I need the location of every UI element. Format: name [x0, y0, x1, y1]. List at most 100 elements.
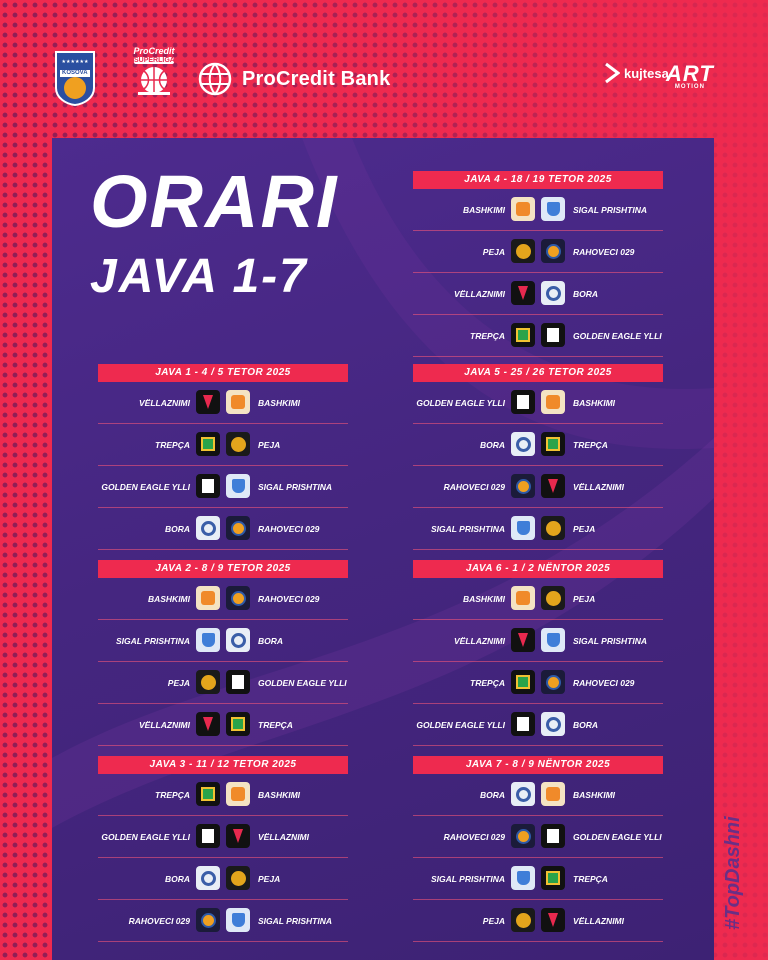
away-team-logo-icon — [541, 670, 565, 694]
away-team: BORA — [573, 288, 599, 299]
home-team-logo-icon — [196, 908, 220, 932]
away-team-logo-icon — [226, 908, 250, 932]
week-header: JAVA 4 - 18 / 19 TETOR 2025 — [413, 171, 663, 189]
match-row: RAHOVECI 029 GOLDEN EAGLE YLLI — [413, 816, 663, 858]
match-row: TREPÇA GOLDEN EAGLE YLLI — [413, 315, 663, 357]
home-team-logo-icon — [511, 516, 535, 540]
home-team: GOLDEN EAGLE YLLI — [416, 719, 505, 730]
away-team-logo-icon — [226, 586, 250, 610]
match-row: VËLLAZNIMI BASHKIMI — [98, 382, 348, 424]
home-team-logo-icon — [196, 782, 220, 806]
away-team-logo-icon — [541, 712, 565, 736]
away-team-logo-icon — [541, 628, 565, 652]
kujtesa-logo: kujtesa — [604, 62, 669, 84]
home-team-logo-icon — [511, 866, 535, 890]
home-team-logo-icon — [196, 586, 220, 610]
away-team: BASHKIMI — [573, 397, 616, 408]
home-team: VËLLAZNIMI — [454, 635, 505, 646]
home-team-logo-icon — [196, 516, 220, 540]
away-team: PEJA — [573, 593, 596, 604]
away-team-logo-icon — [226, 516, 250, 540]
away-team-logo-icon — [541, 432, 565, 456]
home-team-logo-icon — [511, 197, 535, 221]
week-header: JAVA 3 - 11 / 12 TETOR 2025 — [98, 756, 348, 774]
away-team-logo-icon — [541, 586, 565, 610]
home-team: SIGAL PRISHTINA — [116, 635, 190, 646]
match-row: VËLLAZNIMI BORA — [413, 273, 663, 315]
home-team: BORA — [479, 789, 505, 800]
away-team: SIGAL PRISHTINA — [258, 915, 332, 926]
away-team: GOLDEN EAGLE YLLI — [258, 677, 347, 688]
hashtag: #TopDashni — [722, 816, 744, 930]
away-team-logo-icon — [541, 782, 565, 806]
home-team: GOLDEN EAGLE YLLI — [101, 481, 190, 492]
away-team: TREPÇA — [258, 719, 293, 730]
home-team: PEJA — [482, 246, 505, 257]
match-row: PEJA GOLDEN EAGLE YLLI — [98, 662, 348, 704]
home-team: BORA — [164, 873, 190, 884]
week-header: JAVA 7 - 8 / 9 NËNTOR 2025 — [413, 756, 663, 774]
home-team-logo-icon — [511, 323, 535, 347]
match-row: BASHKIMI SIGAL PRISHTINA — [413, 189, 663, 231]
away-team: BASHKIMI — [258, 397, 301, 408]
superliga-label: SUPERLIGA — [134, 57, 175, 64]
match-row: SIGAL PRISHTINA PEJA — [413, 508, 663, 550]
away-team: SIGAL PRISHTINA — [573, 635, 647, 646]
home-team: VËLLAZNIMI — [139, 719, 190, 730]
away-team: RAHOVECI 029 — [573, 677, 635, 688]
away-team-logo-icon — [541, 197, 565, 221]
away-team-logo-icon — [541, 824, 565, 848]
home-team-logo-icon — [511, 474, 535, 498]
away-team: PEJA — [258, 439, 281, 450]
away-team: PEJA — [258, 873, 281, 884]
away-team-logo-icon — [226, 712, 250, 736]
away-team-logo-icon — [541, 390, 565, 414]
match-row: TREPÇA PEJA — [98, 424, 348, 466]
home-team: SIGAL PRISHTINA — [431, 873, 505, 884]
away-team: BASHKIMI — [573, 789, 616, 800]
away-team-logo-icon — [226, 390, 250, 414]
home-team-logo-icon — [196, 390, 220, 414]
away-team-logo-icon — [541, 516, 565, 540]
home-team: BASHKIMI — [462, 593, 505, 604]
home-team-logo-icon — [511, 281, 535, 305]
home-team: TREPÇA — [470, 330, 505, 341]
home-team: TREPÇA — [155, 439, 190, 450]
match-row: BORA BASHKIMI — [413, 774, 663, 816]
superliga-sponsor: ProCredit — [133, 46, 175, 56]
match-row: GOLDEN EAGLE YLLI BASHKIMI — [413, 382, 663, 424]
art-label: ART — [666, 61, 714, 86]
match-row: BASHKIMI RAHOVECI 029 — [98, 578, 348, 620]
away-team-logo-icon — [226, 782, 250, 806]
away-team: RAHOVECI 029 — [258, 593, 320, 604]
home-team-logo-icon — [511, 712, 535, 736]
away-team: SIGAL PRISHTINA — [258, 481, 332, 492]
away-team: BASHKIMI — [258, 789, 301, 800]
home-team-logo-icon — [511, 824, 535, 848]
home-team-logo-icon — [196, 670, 220, 694]
kosova-federation-logo: ★★★★★★ KOSOVA — [54, 50, 96, 107]
away-team: RAHOVECI 029 — [258, 523, 320, 534]
home-team: RAHOVECI 029 — [128, 915, 190, 926]
home-team-logo-icon — [196, 432, 220, 456]
week-block: JAVA 5 - 25 / 26 TETOR 2025 GOLDEN EAGLE … — [413, 364, 663, 550]
home-team: GOLDEN EAGLE YLLI — [416, 397, 505, 408]
week-block: JAVA 6 - 1 / 2 NËNTOR 2025 BASHKIMI PEJA VË… — [413, 560, 663, 746]
home-team: BASHKIMI — [147, 593, 190, 604]
home-team: RAHOVECI 029 — [443, 831, 505, 842]
week-header: JAVA 6 - 1 / 2 NËNTOR 2025 — [413, 560, 663, 578]
away-team: PEJA — [573, 523, 596, 534]
away-team: VËLLAZNIMI — [258, 831, 309, 842]
home-team-logo-icon — [196, 628, 220, 652]
home-team-logo-icon — [196, 474, 220, 498]
svg-text:★★★★★★: ★★★★★★ — [62, 59, 89, 65]
match-row: RAHOVECI 029 VËLLAZNIMI — [413, 466, 663, 508]
away-team: BORA — [258, 635, 284, 646]
home-team-logo-icon — [511, 239, 535, 263]
match-row: BORA RAHOVECI 029 — [98, 508, 348, 550]
home-team-logo-icon — [511, 432, 535, 456]
away-team-logo-icon — [541, 281, 565, 305]
match-row: VËLLAZNIMI TREPÇA — [98, 704, 348, 746]
away-team-logo-icon — [226, 670, 250, 694]
away-team-logo-icon — [226, 866, 250, 890]
